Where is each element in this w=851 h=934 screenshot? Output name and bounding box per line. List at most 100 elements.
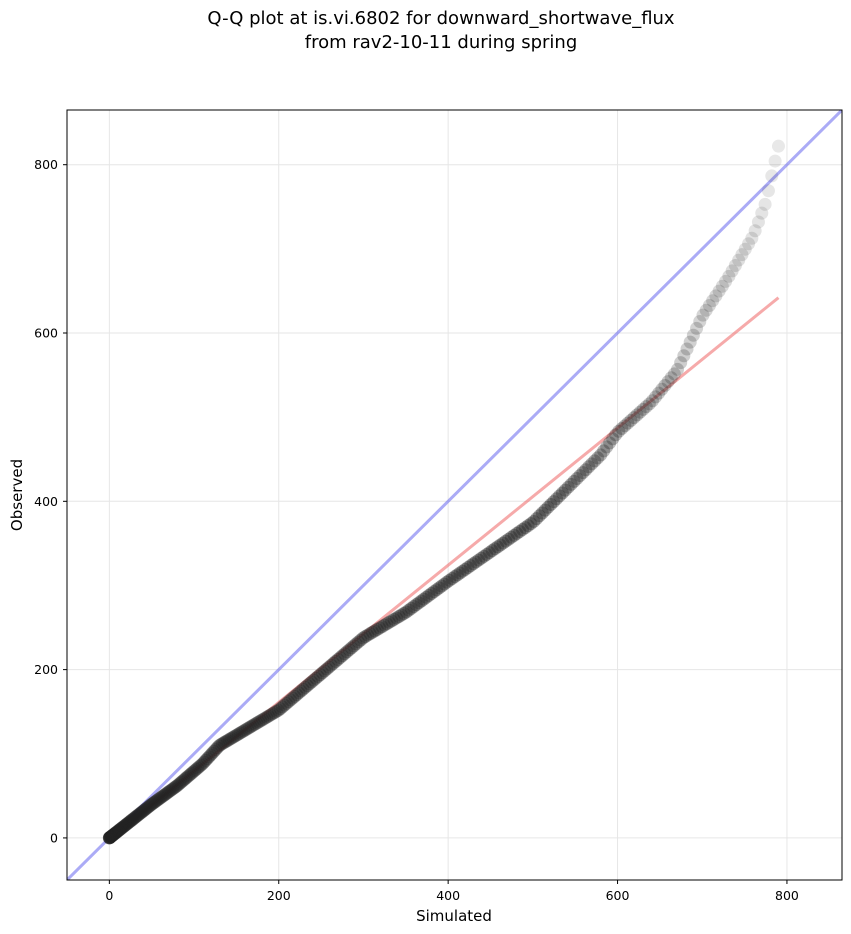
qq-point: [363, 627, 377, 641]
qq-point: [402, 603, 416, 617]
qq-point: [499, 534, 513, 548]
qq-point: [194, 758, 208, 772]
qq-point: [286, 691, 300, 705]
qq-point: [302, 677, 316, 691]
qq-point: [222, 732, 236, 746]
qq-point: [128, 810, 142, 824]
qq-point: [134, 806, 148, 820]
qq-point: [702, 299, 716, 313]
plot-frame: [66, 109, 843, 881]
qq-point: [147, 795, 161, 809]
qq-point: [397, 607, 411, 621]
qq-point: [745, 231, 759, 245]
qq-point: [693, 315, 707, 329]
fit-line: [108, 296, 780, 841]
qq-point: [166, 782, 180, 796]
qq-point: [606, 432, 620, 446]
qq-point: [300, 679, 314, 693]
qq-point: [252, 715, 266, 729]
qq-point: [394, 608, 408, 622]
qq-point: [458, 562, 472, 576]
chart-title-line-2: from rav2-10-11 during spring: [305, 32, 578, 53]
qq-point: [649, 390, 663, 404]
qq-point: [108, 826, 122, 840]
qq-point: [150, 794, 164, 808]
qq-point: [130, 809, 144, 823]
qq-point: [237, 724, 251, 738]
qq-point: [124, 814, 138, 828]
qq-point: [315, 666, 329, 680]
qq-point: [160, 786, 174, 800]
qq-point: [409, 598, 423, 612]
qq-point: [191, 761, 205, 775]
qq-point: [399, 605, 413, 619]
qq-point: [742, 237, 756, 251]
qq-point: [104, 830, 118, 844]
qq-point: [491, 540, 505, 554]
qq-point: [177, 773, 191, 787]
qq-point: [173, 777, 187, 791]
qq-point: [141, 800, 155, 814]
qq-point: [474, 551, 488, 565]
qq-point: [271, 703, 285, 717]
x-tick-label: 600: [606, 888, 630, 903]
qq-point: [118, 819, 132, 833]
qq-point: [261, 709, 275, 723]
qq-point: [488, 542, 502, 556]
qq-point: [105, 828, 119, 842]
qq-point: [151, 793, 165, 807]
qq-point: [275, 700, 289, 714]
qq-point: [195, 757, 209, 771]
one-to-one-line: [67, 110, 842, 880]
qq-point: [292, 686, 306, 700]
qq-point: [290, 688, 304, 702]
qq-point: [254, 714, 268, 728]
qq-point: [771, 139, 785, 153]
qq-point: [347, 639, 361, 653]
qq-point: [450, 568, 464, 582]
qq-point: [417, 592, 431, 606]
qq-point: [738, 242, 752, 256]
qq-point: [365, 625, 379, 639]
qq-point: [573, 469, 587, 483]
qq-point: [389, 611, 403, 625]
qq-point: [645, 394, 659, 408]
qq-point: [103, 831, 117, 845]
qq-point: [515, 523, 529, 537]
qq-point: [639, 400, 653, 414]
qq-point: [118, 818, 132, 832]
qq-point: [570, 471, 584, 485]
qq-point: [748, 224, 762, 238]
qq-point: [114, 822, 128, 836]
qq-point: [532, 509, 546, 523]
qq-point: [603, 436, 617, 450]
qq-point: [127, 811, 141, 825]
qq-point: [103, 830, 117, 844]
qq-point: [298, 680, 312, 694]
qq-point: [108, 826, 122, 840]
qq-point: [576, 466, 590, 480]
qq-point: [154, 791, 168, 805]
qq-point: [671, 362, 685, 376]
qq-point: [210, 741, 224, 755]
qq-point: [412, 596, 426, 610]
qq-point: [149, 794, 163, 808]
qq-point: [183, 768, 197, 782]
qq-point: [189, 762, 203, 776]
qq-point: [181, 769, 195, 783]
qq-point: [199, 753, 213, 767]
qq-point: [472, 553, 486, 567]
qq-point: [385, 614, 399, 628]
qq-point: [585, 457, 599, 471]
qq-point: [558, 483, 572, 497]
qq-point: [226, 730, 240, 744]
qq-point: [329, 654, 343, 668]
qq-point: [642, 397, 656, 411]
qq-point: [480, 547, 494, 561]
qq-point: [715, 279, 729, 293]
qq-point: [544, 497, 558, 511]
qq-point: [674, 356, 688, 370]
qq-point: [356, 631, 370, 645]
qq-point: [260, 710, 274, 724]
qq-point: [207, 744, 221, 758]
